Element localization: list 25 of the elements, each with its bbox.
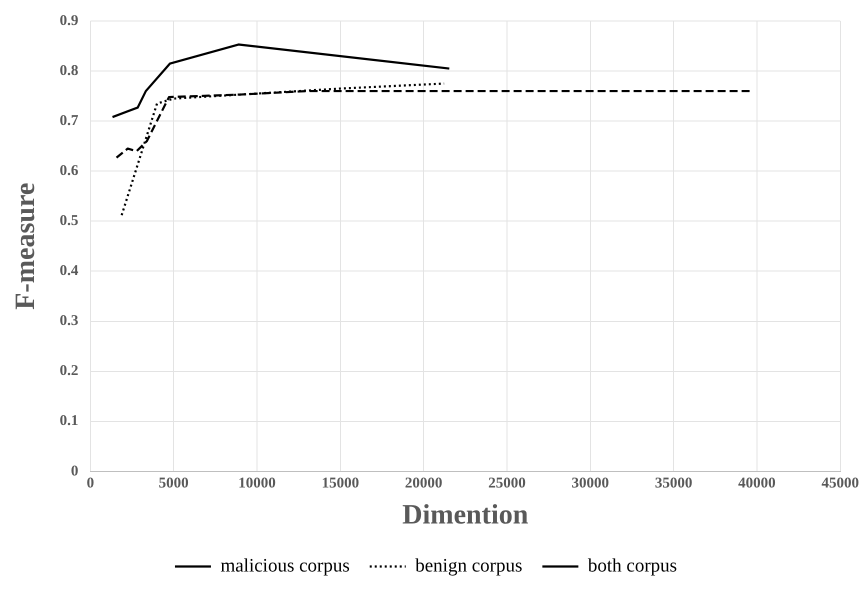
y-tick-label: 0 [70, 463, 78, 480]
x-tick-label: 25000 [488, 475, 526, 492]
legend-label: benign corpus [415, 555, 522, 576]
legend-label: malicious corpus [220, 555, 350, 576]
y-tick-label: 0.5 [60, 213, 78, 230]
y-axis-title: F-measure [10, 182, 42, 310]
x-tick-label: 15000 [322, 475, 360, 492]
y-tick-label: 0.4 [60, 263, 79, 280]
x-axis-title: Dimention [402, 499, 529, 530]
x-tick-label: 30000 [572, 475, 610, 492]
y-tick-label: 0.7 [60, 112, 79, 129]
y-tick-label: 0.6 [60, 163, 79, 180]
x-tick-label: 20000 [404, 475, 442, 492]
x-tick-label: 5000 [158, 475, 189, 492]
y-tick-label: 0.3 [60, 313, 78, 330]
y-tick-label: 0.1 [60, 413, 78, 430]
x-tick-label: 40000 [738, 475, 776, 492]
x-tick-label: 0 [86, 475, 94, 492]
x-tick-label: 35000 [654, 475, 692, 492]
x-tick-label: 10000 [238, 475, 276, 492]
y-tick-label: 0.8 [60, 62, 78, 79]
legend-label: both corpus [588, 555, 678, 576]
x-tick-label: 45000 [822, 475, 859, 492]
y-tick-label: 0.9 [60, 12, 78, 29]
y-tick-label: 0.2 [60, 363, 78, 380]
